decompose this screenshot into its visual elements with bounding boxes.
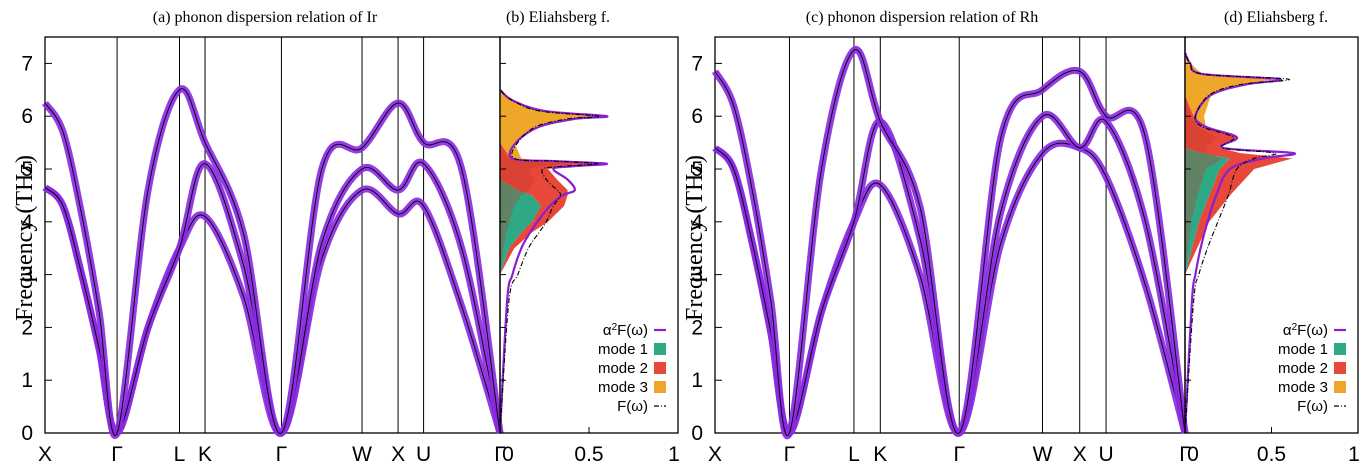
panel-c-branch-line: [714, 49, 1186, 437]
panel-a-kpoint-label: X: [38, 443, 52, 466]
panel-c-kpoint-label: K: [873, 443, 887, 466]
panel-c-kpoint-label: L: [848, 443, 860, 466]
panel-d-legend-swatch: [1334, 362, 1346, 374]
panel-a-ytick-label: 6: [21, 105, 33, 128]
panel-b-xtick-label: 0: [502, 443, 514, 466]
panel-b-legend-label: α2F(ω): [603, 322, 648, 340]
panel-b-legend-label: mode 3: [598, 379, 648, 396]
panel-c-ytick-label: 4: [691, 211, 703, 234]
panel-b-mode2-area: [500, 89, 604, 434]
panel-a-branch-line: [44, 88, 501, 436]
panel-c-kpoint-label: U: [1098, 443, 1113, 466]
panel-d-frame: [1184, 36, 1359, 434]
panel-a-ytick-label: 7: [21, 52, 33, 75]
panel-c-kpoint-label: X: [708, 443, 722, 466]
panel-d-legend-label: mode 3: [1278, 379, 1328, 396]
panel-a-frame: [44, 36, 501, 434]
panel-c-frame: [714, 36, 1186, 434]
panel-a-ytick-label: 1: [21, 369, 33, 392]
panel-c-kpoint-label: Γ: [1179, 443, 1191, 466]
panel-c-kpoint-label: X: [1073, 443, 1087, 466]
panel-d-legend-label: α2F(ω): [1283, 322, 1328, 340]
panel-a-kpoint-label: Γ: [276, 443, 288, 466]
panel-b-legend-label: mode 1: [598, 341, 648, 358]
panel-b-mode3-area: [500, 89, 604, 434]
panel-a-kpoint-label: U: [416, 443, 431, 466]
panel-a-ytick-label: 3: [21, 264, 33, 287]
panel-a-ytick-label: 4: [21, 211, 33, 234]
panel-a-title: (a) phonon dispersion relation of Ir: [153, 9, 378, 26]
panel-c-ytick-label: 1: [691, 369, 703, 392]
panel-b-F-line: [499, 89, 599, 434]
panel-d-xtick-label: 1: [1348, 443, 1360, 466]
panel-d-xtick-label: 0: [1187, 443, 1199, 466]
panel-a-branch-width-band: [42, 85, 504, 440]
panel-c-kpoint-label: Γ: [953, 443, 965, 466]
panel-a-kpoint-label: K: [198, 443, 212, 466]
panel-d-legend-swatch: [1334, 343, 1346, 355]
panel-d-title: (d) Eliahsberg f.: [1224, 9, 1328, 26]
panel-b-legend-swatch: [654, 381, 666, 393]
panel-d-legend-label: mode 1: [1278, 341, 1328, 358]
panel-c-ytick-label: 2: [691, 316, 703, 339]
panel-c-branch-width-band: [712, 139, 1189, 437]
panel-b-xtick-label: 0.5: [574, 443, 603, 466]
panel-b-legend-label: mode 2: [598, 360, 648, 377]
panel-a-branch-width-band: [42, 158, 504, 437]
panel-c-ytick-label: 7: [691, 52, 703, 75]
panel-d-legend-swatch: [1334, 381, 1346, 393]
panel-a-kpoint-label: W: [352, 443, 372, 466]
panel-b-title: (b) Eliahsberg f.: [506, 9, 610, 26]
panel-c-kpoint-label: Γ: [784, 443, 796, 466]
panel-c-ytick-label: 5: [691, 158, 703, 181]
panel-c-kpoint-label: W: [1033, 443, 1053, 466]
panel-a-kpoint-label: Γ: [494, 443, 506, 466]
panel-a-ytick-label: 5: [21, 158, 33, 181]
panel-d-legend-label: F(ω): [1297, 398, 1328, 415]
panel-b-legend-swatch: [654, 343, 666, 355]
panel-a-ylabel: Frequency (THz): [12, 155, 38, 321]
panel-d-mode2-area: [1185, 52, 1293, 434]
panel-c-branch-line: [714, 142, 1186, 434]
panel-a-kpoint-label: X: [391, 443, 405, 466]
panel-b-legend-swatch: [654, 362, 666, 374]
panel-c-branch-width-band: [711, 46, 1189, 440]
panel-c-ylabel: Frequency (THz): [682, 155, 708, 321]
panel-a-kpoint-label: Γ: [111, 443, 123, 466]
panel-c-branch-line: [714, 114, 1186, 434]
panel-d-legend-label: mode 2: [1278, 360, 1328, 377]
panel-a-branch-line: [44, 161, 501, 434]
panel-c-ytick-label: 3: [691, 264, 703, 287]
panel-d-mode2-shade: [1185, 52, 1223, 434]
panel-d-eliashberg: 0 0.5 1 α2F(ω)mode 1 mode 2 mode 3 F(ω): [1183, 36, 1360, 466]
panel-d-xtick-label: 0.5: [1257, 443, 1286, 466]
panel-a-ytick-label: 0: [21, 422, 33, 445]
panel-d-mode3-area: [1185, 52, 1293, 434]
panel-b-xtick-label: 1: [668, 443, 680, 466]
panel-c-branch-width-band: [712, 110, 1189, 437]
panel-c-title: (c) phonon dispersion relation of Rh: [806, 9, 1038, 26]
panel-b-eliashberg: 0 0.5 1 α2F(ω)mode 1 mode 2 mode 3 F(ω): [498, 36, 680, 466]
panel-a-ytick-label: 2: [21, 316, 33, 339]
panel-a-kpoint-label: L: [174, 443, 186, 466]
panel-c-ytick-label: 6: [691, 105, 703, 128]
panel-d-F-line: [1184, 52, 1290, 434]
panel-b-a2F-line: [498, 88, 609, 434]
panel-b-legend-label: F(ω): [617, 398, 648, 415]
panel-a-branch-width-band: [42, 184, 504, 437]
panel-c-ytick-label: 0: [691, 422, 703, 445]
panel-b-mode2-shade: [500, 89, 562, 434]
